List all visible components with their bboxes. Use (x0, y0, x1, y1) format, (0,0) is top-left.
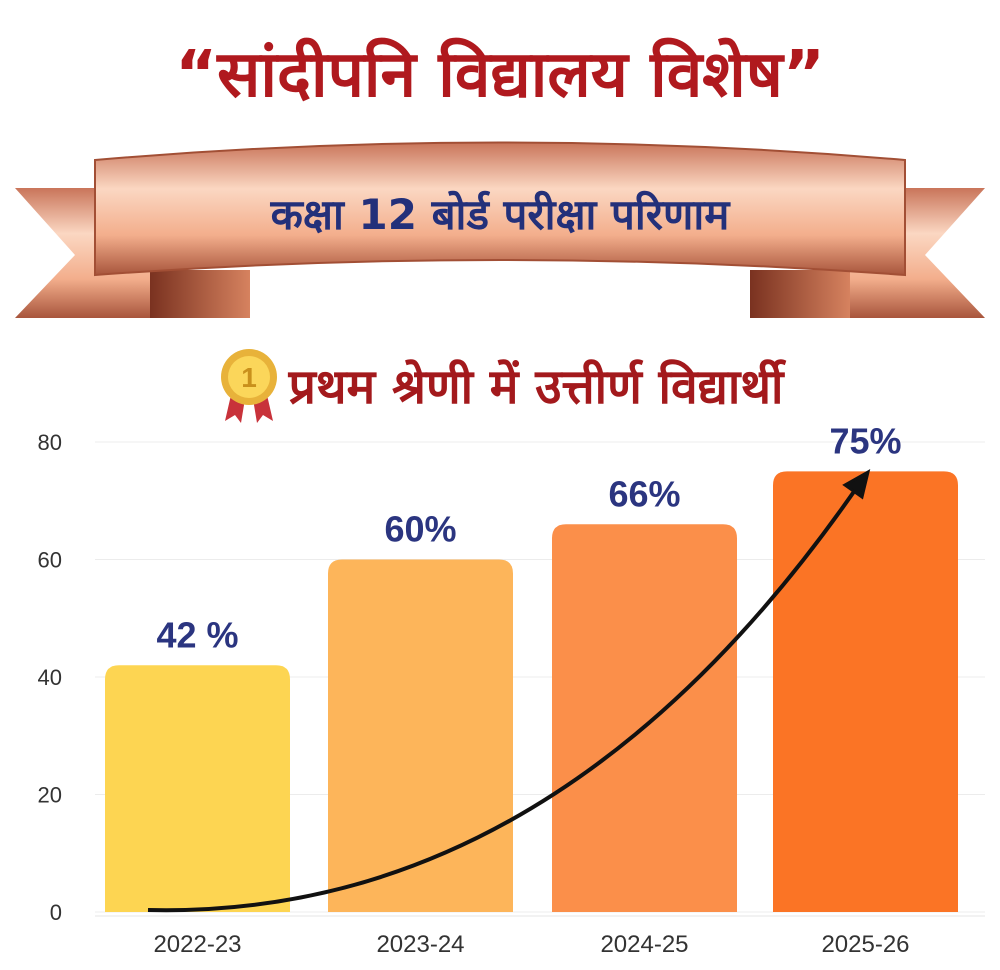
gold-medal-icon: 1 (220, 349, 277, 423)
y-tick-label: 20 (38, 783, 62, 808)
chart-subtitle: प्रथम श्रेणी में उत्तीर्ण विद्यार्थी (288, 358, 784, 415)
ribbon-text: कक्षा 12 बोर्ड परीक्षा परिणाम (270, 190, 730, 239)
y-tick-label: 0 (50, 900, 62, 925)
data-label: 75% (829, 420, 901, 461)
bar-2024-25 (552, 524, 737, 912)
ribbon-banner (15, 141, 985, 318)
data-label: 66% (608, 473, 680, 514)
data-label: 42 % (156, 614, 238, 655)
data-label: 60% (384, 509, 456, 550)
x-tick-label: 2022-23 (153, 931, 241, 958)
arrow-head-icon (842, 468, 871, 500)
trend-arrow (147, 478, 864, 913)
page-title: “सांदीपनि विद्यालय विशेष” (175, 38, 825, 112)
y-tick-label: 80 (38, 430, 62, 455)
x-tick-label: 2025-26 (821, 931, 909, 958)
bar-2025-26 (773, 471, 958, 912)
x-tick-label: 2024-25 (600, 931, 688, 958)
y-tick-label: 40 (38, 665, 62, 690)
bar-2022-23 (105, 665, 290, 912)
svg-text:1: 1 (241, 362, 257, 393)
bar-2023-24 (328, 559, 513, 912)
y-tick-label: 60 (38, 548, 62, 573)
x-tick-label: 2023-24 (376, 931, 464, 958)
